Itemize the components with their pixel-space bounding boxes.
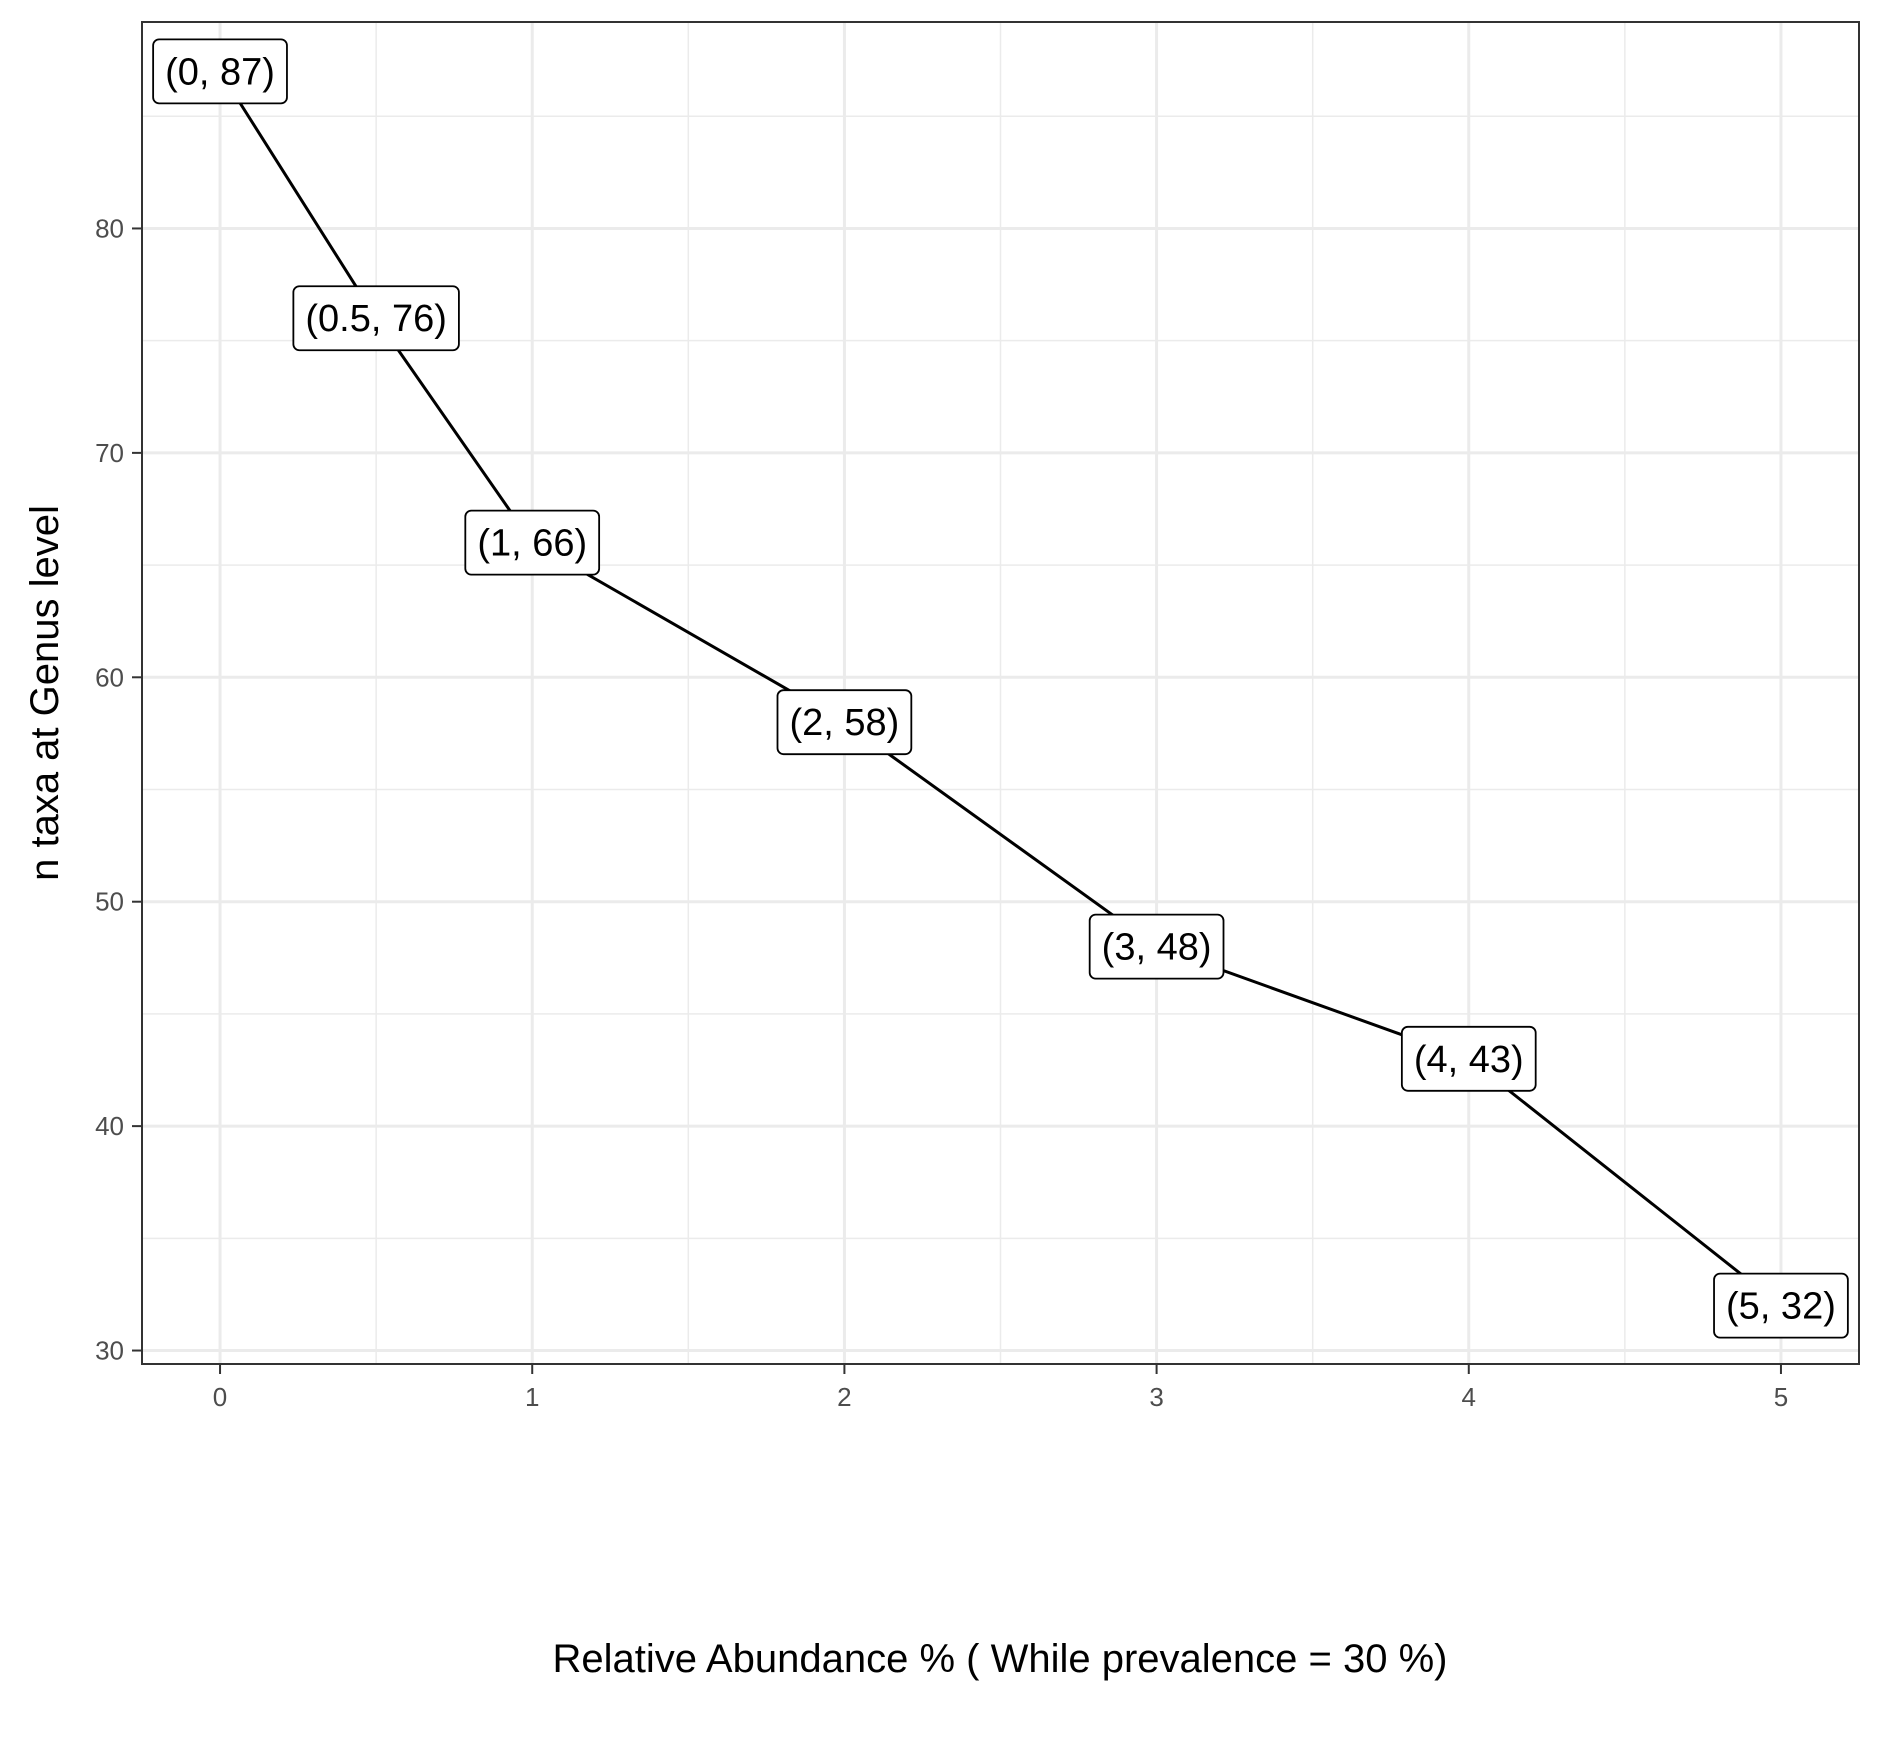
x-tick-label: 1 — [525, 1382, 539, 1412]
x-tick-label: 0 — [213, 1382, 227, 1412]
point-label: (2, 58) — [776, 689, 913, 756]
point-label-box — [1088, 913, 1225, 980]
point-label-box — [464, 509, 601, 576]
plot-panel-border — [141, 21, 1860, 1365]
major-gridlines — [142, 22, 1859, 1364]
point-label: (0.5, 76) — [292, 285, 460, 352]
y-tick-label: 30 — [95, 1336, 124, 1366]
point-label: (0, 87) — [152, 38, 288, 105]
y-tick-label: 70 — [95, 438, 124, 468]
x-tick-label: 3 — [1149, 1382, 1163, 1412]
x-tick-label: 2 — [837, 1382, 851, 1412]
point-label-box — [776, 689, 913, 756]
y-tick-label: 40 — [95, 1111, 124, 1141]
y-tick-label: 80 — [95, 213, 124, 243]
x-axis: 0 1 2 3 4 5 — [213, 1364, 1788, 1412]
point-label-text: (0.5, 76) — [305, 298, 447, 340]
point-labels: (0, 87) (0.5, 76) (1, 66) (2, 58) (3, 48) (4,… — [152, 38, 1849, 1339]
point-label: (5, 32) — [1713, 1272, 1849, 1339]
y-axis-title: n taxa at Genus level — [23, 505, 67, 881]
x-tick-label: 5 — [1774, 1382, 1788, 1412]
y-tick-label: 50 — [95, 887, 124, 917]
point-label: (4, 43) — [1400, 1025, 1537, 1092]
point-label-box — [1400, 1025, 1537, 1092]
y-tick-label: 60 — [95, 662, 124, 692]
point-label-box — [1713, 1272, 1849, 1339]
point-label-box — [292, 285, 460, 352]
point-label-text: (2, 58) — [789, 702, 899, 744]
point-label-text: (3, 48) — [1102, 927, 1212, 969]
point-label-text: (4, 43) — [1414, 1039, 1524, 1081]
x-tick-label: 4 — [1462, 1382, 1476, 1412]
point-label-text: (0, 87) — [165, 51, 275, 93]
x-axis-title: Relative Abundance % ( While prevalence … — [553, 1637, 1448, 1681]
y-axis: 30 40 50 60 70 80 — [95, 213, 142, 1366]
point-label-box — [152, 38, 288, 105]
point-label: (1, 66) — [464, 509, 601, 576]
point-label: (3, 48) — [1088, 913, 1225, 980]
point-label-text: (5, 32) — [1726, 1286, 1836, 1328]
point-label-text: (1, 66) — [477, 523, 587, 565]
minor-gridlines — [142, 22, 1859, 1364]
